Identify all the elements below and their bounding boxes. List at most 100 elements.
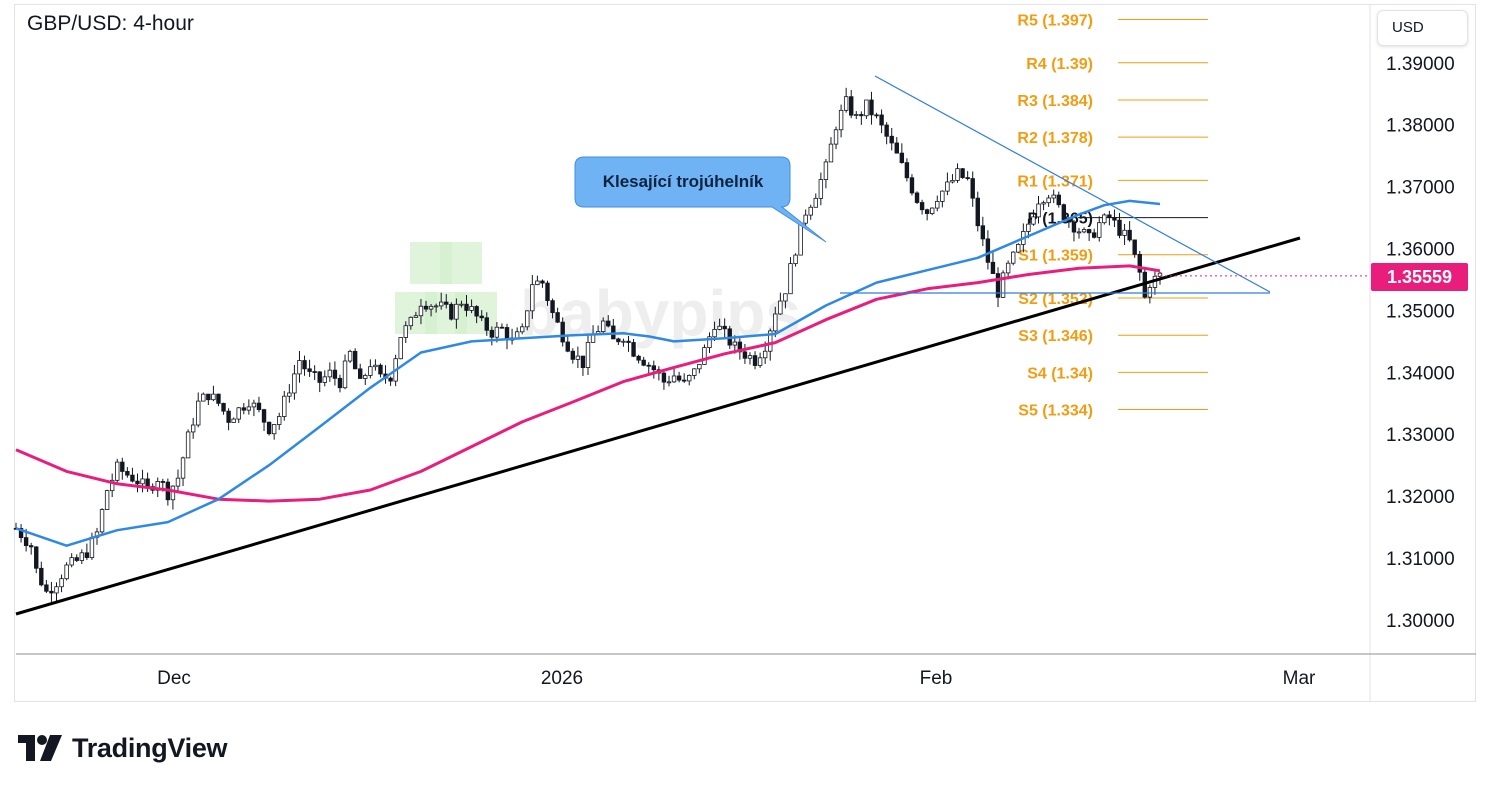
candle-body: [282, 395, 287, 417]
candle: [241, 403, 246, 415]
y-tick-label: 1.31000: [1386, 549, 1455, 570]
candle: [226, 408, 231, 431]
candle: [550, 298, 555, 319]
candle: [378, 363, 383, 378]
currency-button[interactable]: USD: [1377, 10, 1468, 46]
candle: [287, 384, 292, 403]
candle: [742, 343, 748, 364]
candle-body: [1005, 262, 1011, 274]
candle: [39, 561, 44, 587]
candle-body: [930, 207, 935, 214]
candle-body: [241, 407, 246, 411]
candle-body: [1086, 229, 1092, 234]
candle: [950, 174, 955, 184]
candle: [231, 417, 236, 423]
candle-body: [89, 536, 95, 558]
candle-body: [433, 305, 439, 308]
candle: [889, 127, 894, 151]
candle: [221, 402, 226, 415]
candle: [970, 171, 975, 207]
candle-body: [626, 340, 631, 343]
candle-body: [327, 369, 333, 378]
candle-body: [980, 225, 986, 240]
candle: [575, 346, 581, 369]
candle: [1147, 284, 1153, 304]
candle-body: [484, 317, 489, 331]
candle: [681, 373, 687, 383]
candle-body: [115, 461, 120, 481]
candle-body: [59, 578, 64, 588]
candle-body: [565, 341, 570, 352]
candle: [823, 158, 829, 189]
candle-body: [889, 135, 894, 144]
candle: [626, 335, 631, 352]
tradingview-logo[interactable]: TradingView: [18, 731, 228, 765]
candle: [600, 317, 606, 335]
candle: [196, 392, 201, 428]
candle: [74, 554, 79, 563]
candle: [469, 299, 474, 314]
candle: [955, 163, 960, 183]
candle-body: [752, 355, 758, 366]
candle: [352, 348, 358, 370]
candle-body: [135, 480, 140, 485]
candle: [833, 126, 839, 150]
tradingview-icon: [18, 735, 62, 761]
candle: [373, 359, 378, 371]
candle-body: [833, 129, 839, 145]
candle-body: [646, 364, 651, 367]
ma-slow-line: [15, 264, 1161, 503]
candle-body: [671, 375, 677, 383]
candle: [919, 199, 925, 215]
candle-body: [661, 372, 667, 383]
candle-body: [201, 393, 206, 402]
candle: [484, 312, 489, 336]
candle: [1036, 195, 1041, 224]
candle-body: [358, 368, 363, 379]
candle: [1097, 216, 1102, 242]
candle-body: [266, 421, 272, 435]
candle-body: [519, 326, 525, 333]
y-tick-label: 1.33000: [1386, 425, 1455, 446]
candle-body: [489, 329, 495, 338]
candle-body: [120, 461, 125, 472]
candle: [641, 356, 646, 367]
candle-body: [717, 325, 722, 330]
candle-body: [322, 376, 327, 383]
candle-body: [74, 557, 79, 561]
candle: [666, 375, 672, 387]
candle-body: [99, 509, 105, 533]
candle: [1051, 189, 1056, 204]
candle: [1122, 223, 1127, 246]
candle: [413, 311, 419, 318]
candle-body: [1046, 197, 1051, 204]
candle-body: [145, 478, 150, 487]
candle: [312, 365, 317, 381]
candle: [565, 335, 570, 353]
candle-body: [666, 381, 672, 384]
candle: [580, 355, 586, 376]
candle-body: [788, 263, 793, 295]
pivot-label: S5 (1.334): [1018, 402, 1093, 419]
candle-body: [160, 481, 165, 483]
candle-body: [236, 407, 241, 420]
candle: [874, 112, 879, 119]
candle-body: [530, 284, 535, 312]
candle: [1031, 209, 1036, 226]
candle-body: [196, 400, 201, 426]
candle: [408, 316, 414, 330]
candle: [307, 359, 312, 377]
candle: [428, 304, 434, 317]
candle-body: [550, 300, 555, 313]
candle: [560, 317, 565, 347]
candle: [317, 371, 322, 393]
candle: [945, 172, 950, 196]
candle-body: [226, 410, 231, 423]
candle: [64, 562, 69, 581]
candle-body: [221, 402, 226, 412]
candle-body: [894, 142, 899, 154]
pivot-label: S4 (1.34): [1027, 365, 1093, 382]
candle: [788, 257, 793, 295]
candle-body: [864, 99, 869, 117]
